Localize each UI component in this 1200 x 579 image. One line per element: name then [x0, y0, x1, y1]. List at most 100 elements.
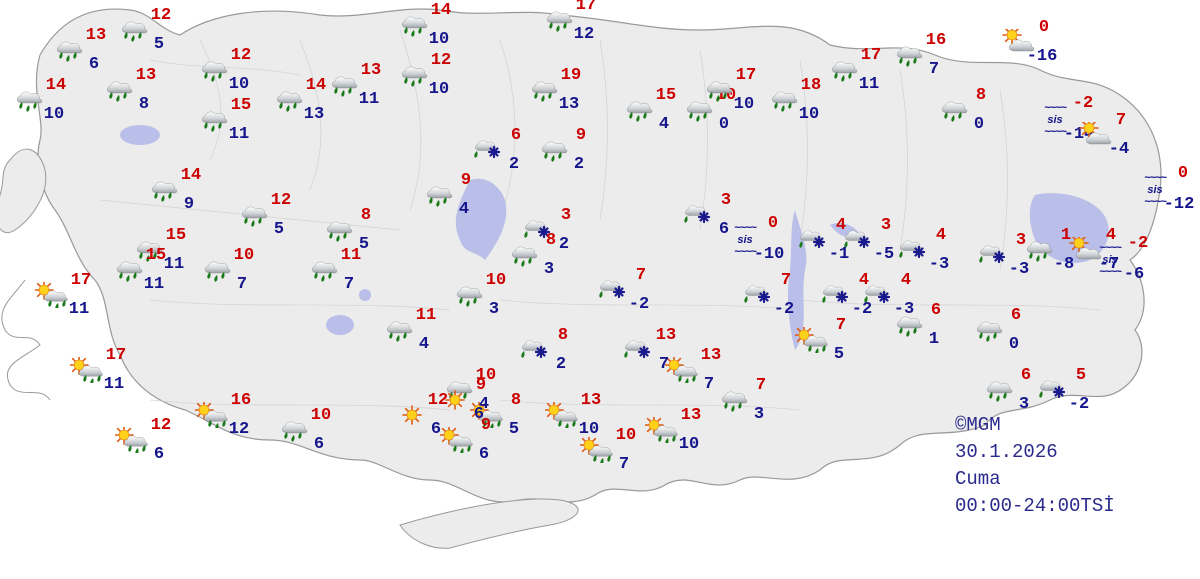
- weather-station-52[interactable]: 12 6: [135, 440, 136, 441]
- weather-station-42[interactable]: 13 10: [665, 430, 666, 431]
- weather-station-3[interactable]: 13 8: [120, 90, 121, 91]
- weather-station-43[interactable]: 10 7: [600, 450, 601, 451]
- turkey-weather-map: 12 5 13 6 14 10 13 8 12 10 15 11 14 9 15 11 14 13…: [0, 0, 1200, 579]
- temp-low-value: 10: [734, 96, 754, 113]
- weather-station-29[interactable]: 4 -3: [915, 250, 916, 251]
- weather-station-16[interactable]: 17 10: [720, 90, 721, 91]
- weather-station-36[interactable]: 4 -2: [838, 295, 839, 296]
- weather-station-11[interactable]: 14 10: [415, 25, 416, 26]
- temp-high-value: 0: [1178, 165, 1188, 182]
- fog-icon: ~~~~ sis ~~~~: [1144, 172, 1166, 208]
- sun-rain-icon: [795, 327, 835, 353]
- weather-station-51[interactable]: 16 12: [215, 415, 216, 416]
- weather-station-8[interactable]: 14 13: [290, 100, 291, 101]
- weather-station-57[interactable]: 11 7: [325, 270, 326, 271]
- temp-low-value: 11: [104, 376, 124, 393]
- weather-station-9[interactable]: 13 11: [345, 85, 346, 86]
- rain-snow-icon: [620, 337, 660, 363]
- weather-station-37[interactable]: 4 -1: [815, 240, 816, 241]
- weather-station-50[interactable]: 10 6: [295, 430, 296, 431]
- weather-station-53[interactable]: 17 11: [90, 370, 91, 371]
- weather-station-44[interactable]: 13 10: [565, 415, 566, 416]
- weather-station-30[interactable]: 3 -5: [860, 240, 861, 241]
- temp-high-value: 4: [936, 227, 946, 244]
- weather-station-48[interactable]: 12 6: [412, 415, 413, 416]
- temp-low-value: 2: [574, 156, 584, 173]
- rain-icon: [620, 97, 660, 123]
- weather-station-15[interactable]: 100: [700, 110, 701, 111]
- temp-low-value: 10: [229, 76, 249, 93]
- weather-station-4[interactable]: 12 10: [215, 70, 216, 71]
- weather-station-67[interactable]: 7 -2: [615, 290, 616, 291]
- temp-low-value: 5: [834, 346, 844, 363]
- weather-station-26[interactable]: 1 -8: [1040, 250, 1041, 251]
- temp-low-value: 5: [509, 421, 519, 438]
- weather-station-5[interactable]: 15 11: [215, 120, 216, 121]
- temp-high-value: 15: [166, 227, 186, 244]
- weather-station-17[interactable]: 18 10: [785, 100, 786, 101]
- temp-low-value: 8: [139, 96, 149, 113]
- weather-station-54[interactable]: 17 11: [55, 295, 56, 296]
- weather-station-56[interactable]: 10 7: [218, 270, 219, 271]
- weather-station-38[interactable]: 7 -2: [760, 295, 761, 296]
- weather-station-25[interactable]: 4 -7: [1085, 250, 1086, 251]
- temp-high-value: 6: [511, 127, 521, 144]
- weather-station-40[interactable]: 13 7: [685, 370, 686, 371]
- weather-station-2[interactable]: 14 10: [30, 100, 31, 101]
- weather-station-18[interactable]: 17 11: [845, 70, 846, 71]
- weather-station-69[interactable]: 13 7: [640, 350, 641, 351]
- weather-station-6[interactable]: 14 9: [165, 190, 166, 191]
- weather-station-23[interactable]: 7 -4: [1095, 135, 1096, 136]
- temp-high-value: 9: [461, 172, 471, 189]
- weather-station-68[interactable]: 11 4: [400, 330, 401, 331]
- weather-station-1[interactable]: 13 6: [70, 50, 71, 51]
- temp-high-value: 16: [231, 392, 251, 409]
- weather-station-19[interactable]: 16 7: [910, 55, 911, 56]
- temp-high-value: 6: [1021, 367, 1031, 384]
- weather-station-10[interactable]: 12 10: [415, 75, 416, 76]
- temp-low-value: 5: [274, 221, 284, 238]
- weather-station-24[interactable]: ~~~~ sis ~~~~ 0 -12: [1155, 190, 1156, 191]
- temp-low-value: 7: [619, 456, 629, 473]
- temp-high-value: 14: [306, 77, 326, 94]
- temp-low-value: 6: [314, 436, 324, 453]
- weather-station-66[interactable]: 10 3: [470, 295, 471, 296]
- weather-station-28[interactable]: 3 -3: [995, 255, 996, 256]
- weather-station-55[interactable]: 15 11: [130, 270, 131, 271]
- sun-rain-icon: [580, 437, 620, 463]
- weather-station-71[interactable]: 4 -3: [880, 295, 881, 296]
- temp-low-value: 3: [489, 301, 499, 318]
- temp-high-value: 12: [151, 417, 171, 434]
- weather-station-58[interactable]: 12 5: [255, 215, 256, 216]
- weather-station-31[interactable]: ~~~~ sis ~~~~ 0 -10: [745, 240, 746, 241]
- sun-icon: [435, 387, 475, 413]
- weather-station-22[interactable]: ~~~~ sis ~~~~ -2 -14: [1055, 120, 1056, 121]
- weather-station-12[interactable]: 17 12: [560, 20, 561, 21]
- weather-station-27[interactable]: ~~~~ sis ~~~~ -2 -6: [1110, 260, 1111, 261]
- weather-station-13[interactable]: 19 13: [545, 90, 546, 91]
- temp-high-value: 12: [431, 52, 451, 69]
- temp-low-value: 5: [154, 36, 164, 53]
- temp-low-value: 6: [719, 221, 729, 238]
- temp-high-value: 8: [546, 232, 556, 249]
- weather-station-34[interactable]: 5 -2: [1055, 390, 1056, 391]
- weather-station-0[interactable]: 12 5: [135, 30, 136, 31]
- weather-station-14[interactable]: 15 4: [640, 110, 641, 111]
- weather-station-21[interactable]: 0 -16: [1018, 42, 1019, 43]
